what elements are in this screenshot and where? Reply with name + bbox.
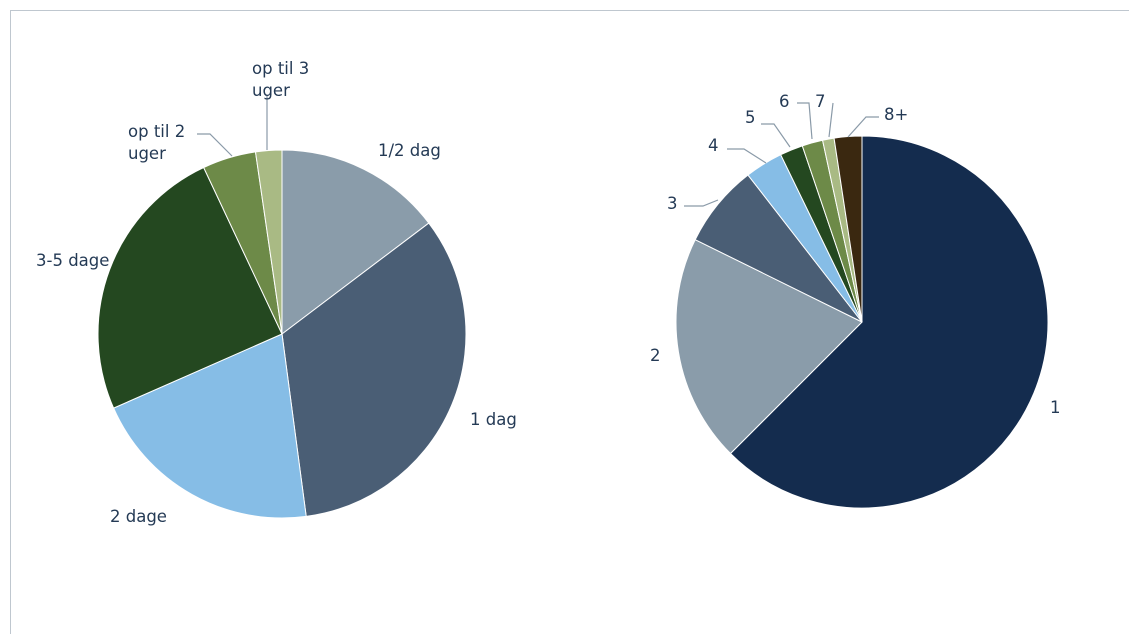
pie-chart-left: 1/2 dag 1 dag 2 dage 3-5 dage op til 2 uger op… <box>36 59 517 526</box>
slice-label: 8+ <box>884 105 908 124</box>
slice-label: 1/2 dag <box>378 141 441 160</box>
slice-label: 5 <box>745 108 756 127</box>
slice-label: 3-5 dage <box>36 251 109 270</box>
pie-slice <box>254 149 283 335</box>
leader-line <box>828 102 834 138</box>
slice-label: 1 dag <box>470 410 517 429</box>
leader-line <box>797 102 813 140</box>
pie-slice <box>281 149 430 336</box>
slice-label: 4 <box>708 136 719 155</box>
pie-slice <box>97 166 283 409</box>
slice-label: op til 2 uger <box>128 122 185 163</box>
leader-line <box>847 116 879 138</box>
chart-frame <box>10 10 1129 634</box>
slice-label: 7 <box>815 92 826 111</box>
slice-label: 2 dage <box>110 507 167 526</box>
slice-label: op til 3 uger <box>252 59 309 100</box>
pie-slice <box>729 135 1049 509</box>
leader-line <box>197 133 233 157</box>
pie-slice <box>112 333 307 519</box>
pie-slice <box>675 238 863 455</box>
leader-line <box>727 148 767 164</box>
slice-label: 1 <box>1050 398 1061 417</box>
slice-label: 3 <box>667 194 678 213</box>
leader-line <box>684 199 719 207</box>
slice-label: 2 <box>650 346 661 365</box>
pie-slice <box>281 222 467 517</box>
slice-label: 6 <box>779 92 790 111</box>
leader-line <box>761 123 791 148</box>
pie-chart-right: 1 2 3 4 5 6 7 8+ <box>650 92 1061 509</box>
